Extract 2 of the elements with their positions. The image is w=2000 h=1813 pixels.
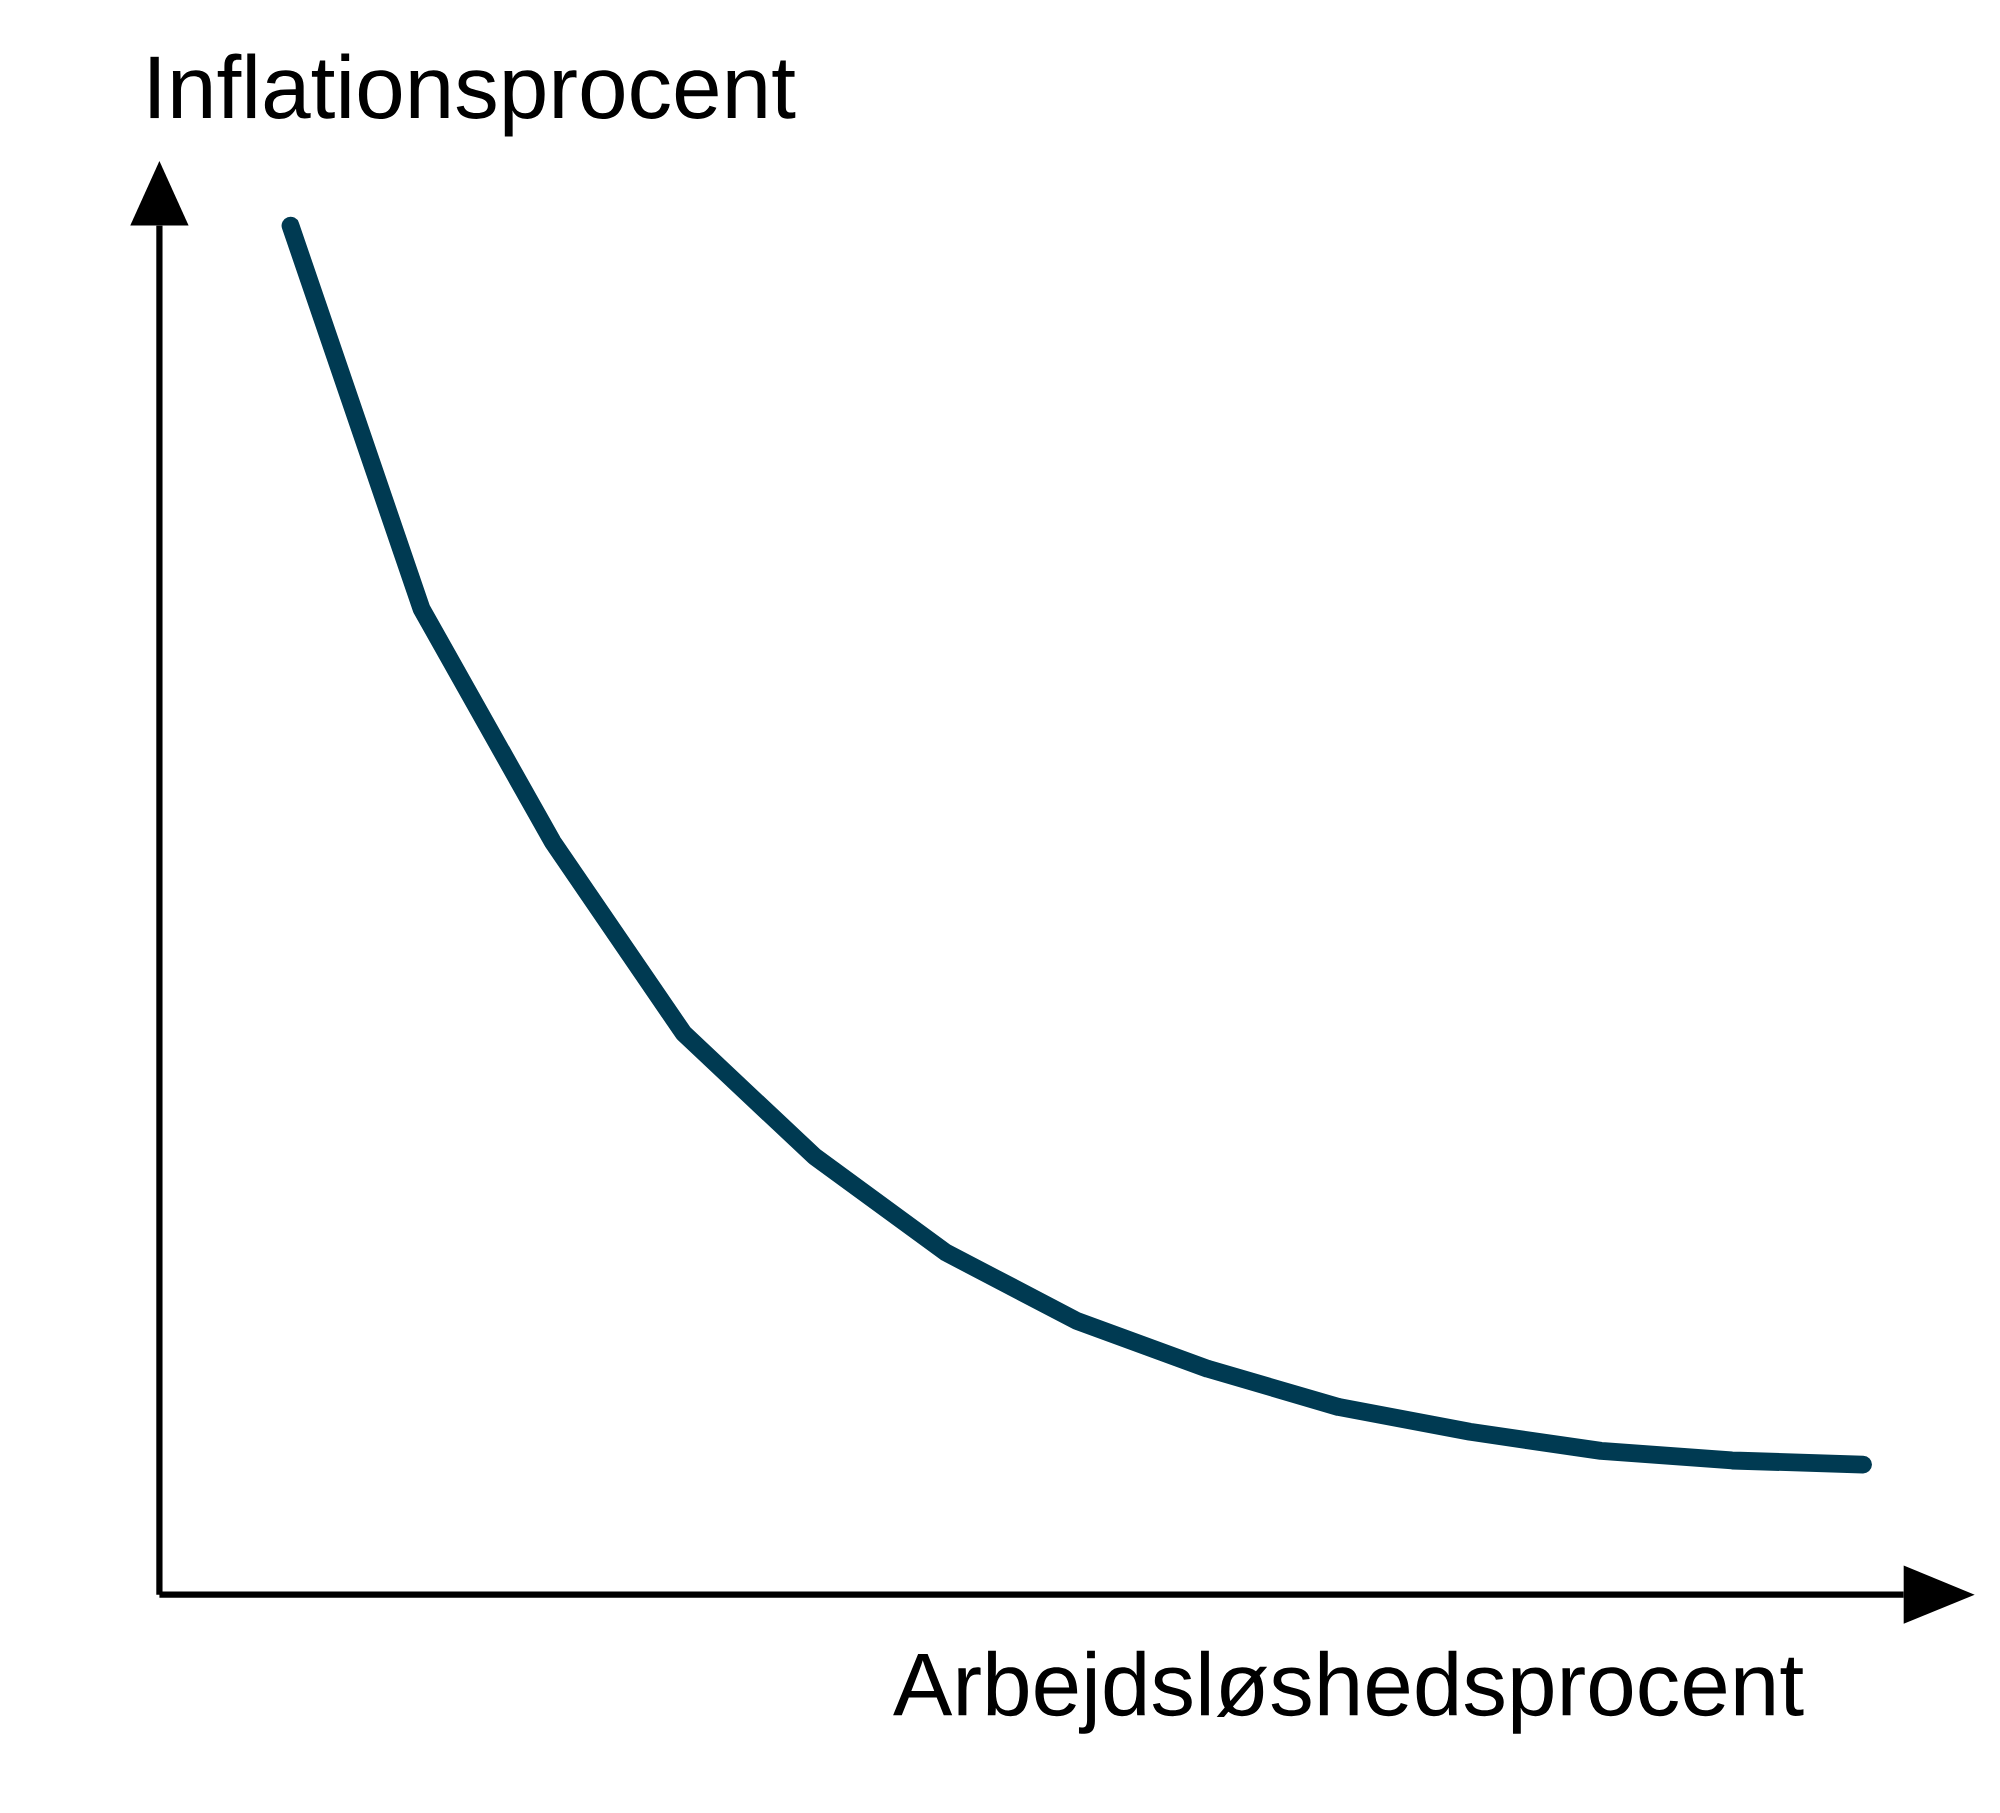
y-axis-title: Inflationsprocent bbox=[150, 53, 796, 137]
x-axis-title: Arbejdsløshedsprocent bbox=[893, 1650, 1804, 1734]
